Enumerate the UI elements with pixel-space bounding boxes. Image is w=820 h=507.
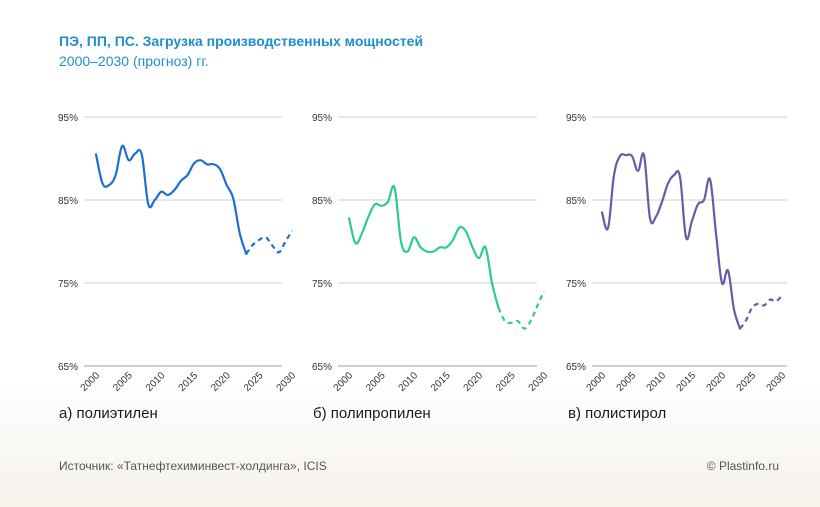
copyright-note: © Plastinfo.ru	[706, 459, 779, 473]
x-tick-label: 2005	[364, 370, 388, 394]
x-tick-label: 2015	[177, 370, 201, 394]
x-tick-label: 2025	[242, 370, 266, 394]
background-fade	[0, 380, 820, 507]
x-tick-label: 2000	[332, 370, 356, 394]
y-tick-label: 85%	[58, 196, 78, 207]
x-tick-label: 2010	[144, 370, 168, 394]
y-tick-label: 75%	[312, 279, 332, 290]
y-tick-label: 95%	[312, 113, 332, 124]
y-tick-label: 85%	[566, 196, 586, 207]
y-tick-label: 65%	[312, 362, 332, 373]
x-tick-label: 2030	[527, 370, 551, 394]
x-tick-label: 2000	[585, 370, 609, 394]
x-tick-label: 2000	[79, 370, 103, 394]
series-line-2-solid	[600, 152, 742, 330]
x-tick-label: 2015	[675, 370, 699, 394]
series-line-0-solid	[94, 144, 248, 255]
caption-polypropylene: б) полипропилен	[313, 405, 431, 422]
x-tick-label: 2005	[111, 370, 135, 394]
caption-polyethylene: а) полиэтилен	[59, 405, 158, 422]
y-tick-label: 95%	[566, 113, 586, 124]
chart-subtitle: 2000–2030 (прогноз) гг.	[59, 53, 209, 69]
series-line-1-dashed	[497, 290, 545, 330]
y-tick-label: 65%	[58, 362, 78, 373]
x-tick-label: 2020	[462, 370, 486, 394]
y-tick-label: 75%	[566, 279, 586, 290]
y-tick-label: 75%	[58, 279, 78, 290]
series-line-0-dashed	[245, 230, 293, 255]
caption-polystyrene: в) полистирол	[568, 405, 667, 422]
series-line-1-solid	[347, 184, 500, 309]
x-tick-label: 2020	[705, 370, 729, 394]
x-tick-label: 2010	[645, 370, 669, 394]
x-tick-label: 2030	[765, 370, 789, 394]
chart-title: ПЭ, ПП, ПС. Загрузка производственных мо…	[59, 33, 424, 49]
x-tick-label: 2010	[397, 370, 421, 394]
x-tick-label: 2025	[735, 370, 759, 394]
x-tick-label: 2005	[615, 370, 639, 394]
y-tick-label: 95%	[58, 113, 78, 124]
x-tick-label: 2030	[275, 370, 299, 394]
x-tick-label: 2025	[494, 370, 518, 394]
y-tick-label: 65%	[566, 362, 586, 373]
y-tick-label: 85%	[312, 196, 332, 207]
x-tick-label: 2020	[209, 370, 233, 394]
x-tick-label: 2015	[429, 370, 453, 394]
source-note: Источник: «Татнефтехиминвест-холдинга», …	[59, 459, 327, 473]
series-line-2-dashed	[739, 294, 783, 330]
